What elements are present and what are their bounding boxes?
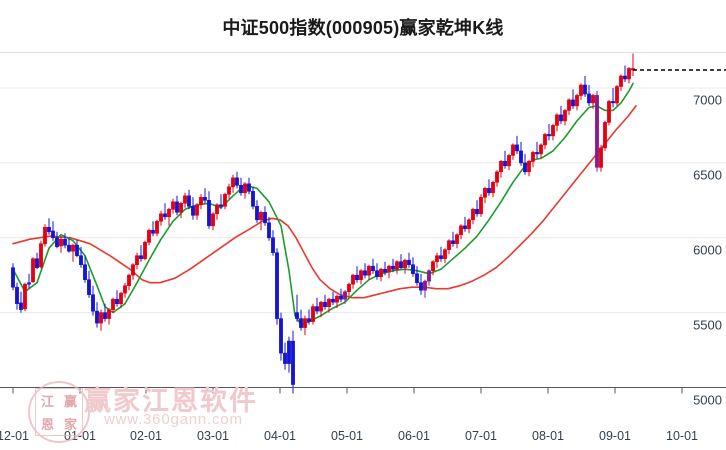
x-axis-tick-label: 09-01: [599, 429, 631, 443]
chart-plot-area[interactable]: [0, 52, 726, 413]
chart-frame: [0, 52, 726, 394]
x-axis-tick-label: 05-01: [331, 429, 363, 443]
x-axis-tick-label: 06-01: [398, 429, 430, 443]
candlestick-chart-svg: [0, 52, 726, 394]
y-axis-tick-label: 6000: [693, 242, 722, 258]
x-axis-tick-label: 07-01: [465, 429, 497, 443]
x-axis-tick-label: 01-01: [64, 429, 96, 443]
candlestick-series: [11, 53, 635, 394]
x-axis-tick-label: 02-01: [130, 429, 162, 443]
ma-short-line: [12, 82, 634, 326]
seal-char-3: 恩: [40, 418, 54, 433]
x-axis-tick-label: 08-01: [532, 429, 564, 443]
y-axis-tick-label: 5500: [693, 317, 722, 333]
gridlines: [0, 87, 726, 388]
x-axis-tick-label: 12-01: [0, 429, 29, 443]
x-axis-tick-label: 03-01: [197, 429, 229, 443]
chart-title: 中证500指数(000905)赢家乾坤K线: [222, 18, 504, 38]
ma-long-line: [12, 105, 637, 299]
x-axis-tick-label: 04-01: [264, 429, 296, 443]
x-axis-tick-label: 10-01: [666, 429, 698, 443]
watermark-url: www.360gann.com: [104, 411, 243, 428]
y-axis-tick-label: 6500: [693, 167, 722, 183]
y-axis-tick-label: 7000: [693, 92, 722, 108]
y-axis-tick-label: 5000: [693, 392, 722, 408]
